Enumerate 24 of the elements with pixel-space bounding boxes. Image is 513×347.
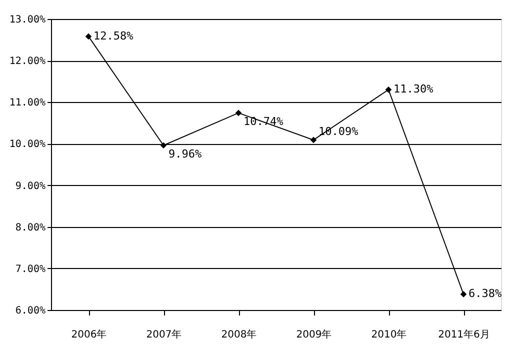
y-tick-label: 13.00% <box>9 14 46 26</box>
point <box>235 110 242 116</box>
y-tick-label: 12.00% <box>9 56 46 68</box>
x-tick-label: 2011年6月 <box>438 328 490 340</box>
data-label: 12.58% <box>94 29 134 42</box>
point <box>460 291 467 298</box>
point <box>160 142 167 149</box>
y-tick-label: 9.00% <box>15 180 46 192</box>
y-tick-label: 6.00% <box>15 306 46 316</box>
point <box>85 33 92 40</box>
y-tick-label: 7.00% <box>15 264 46 275</box>
x-tick-label: 2009年 <box>296 328 332 340</box>
x-tick-label: 2010年 <box>371 328 407 340</box>
x-tick-label: 2008年 <box>221 328 257 340</box>
data-label: 9.96% <box>168 147 202 160</box>
y-tick-label: 10.00% <box>9 139 46 150</box>
point <box>385 86 392 93</box>
data-label: 6.38% <box>468 287 502 300</box>
data-label: 11.30% <box>394 82 434 96</box>
y-tick-label: 8.00% <box>15 222 46 234</box>
x-tick-label: 2006年 <box>71 328 107 340</box>
y-tick-label: 11.00% <box>9 98 46 109</box>
x-tick-label: 2007年 <box>146 328 182 340</box>
point <box>310 136 317 144</box>
